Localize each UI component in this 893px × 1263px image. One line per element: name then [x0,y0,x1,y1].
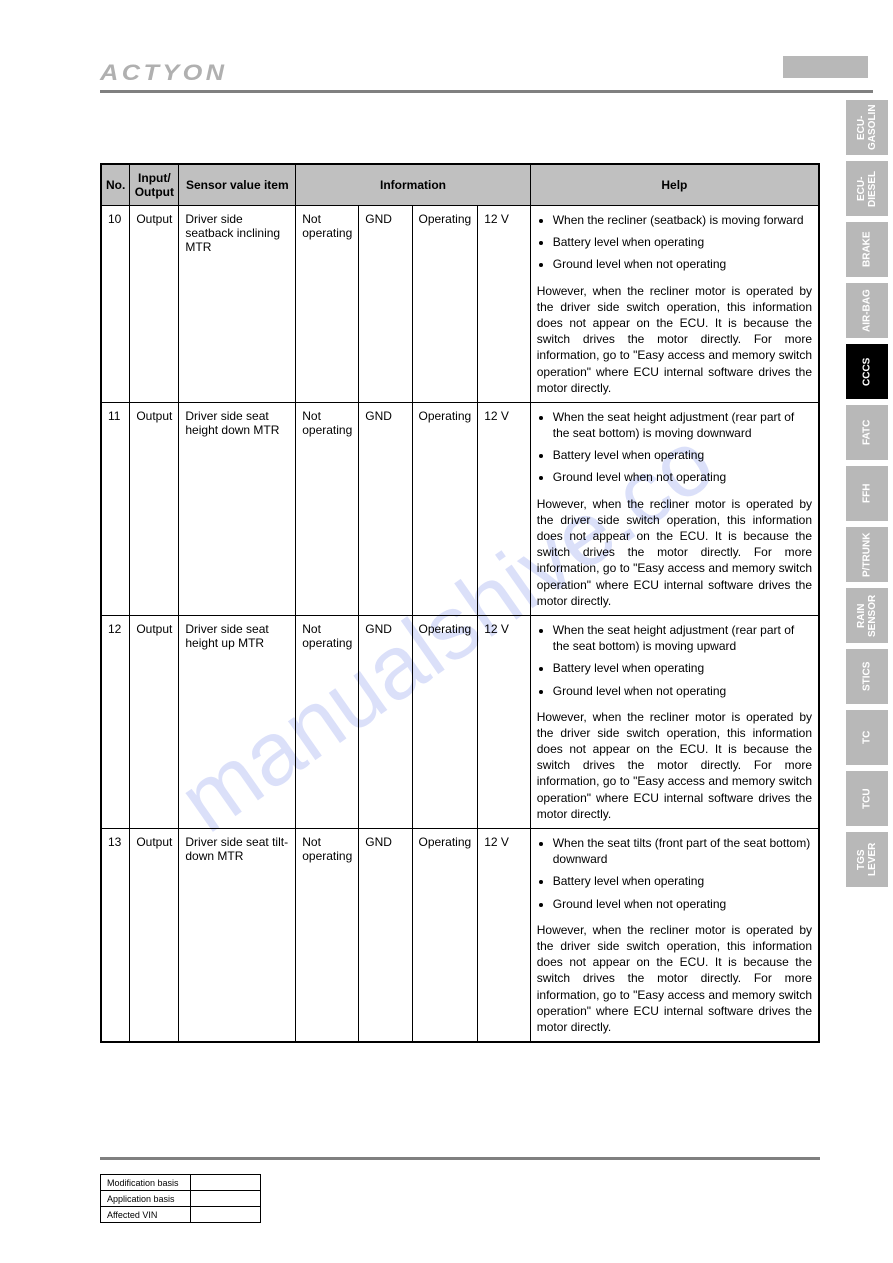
footer-value [191,1191,261,1207]
help-paragraph: However, when the recliner motor is oper… [537,496,812,609]
cell-info: Not operating [296,615,359,828]
side-tab[interactable]: BRAKE [846,222,888,277]
cell-info: GND [359,615,412,828]
table-row: 11OutputDriver side seat height down MTR… [101,402,819,615]
help-bullet: When the seat height adjustment (rear pa… [553,622,812,654]
header-help: Help [530,164,819,206]
table-row: 10OutputDriver side seatback inclining M… [101,206,819,403]
side-tab[interactable]: ECU- GASOLIN [846,100,888,155]
cell-no: 12 [101,615,130,828]
cell-help: When the seat height adjustment (rear pa… [530,402,819,615]
brand-logo: ACTYON [100,60,893,86]
help-bullet: Ground level when not operating [553,469,812,485]
help-bullet: Battery level when operating [553,447,812,463]
help-paragraph: However, when the recliner motor is oper… [537,709,812,822]
cell-info: 12 V [478,829,531,1043]
header-divider [100,90,873,93]
side-tab[interactable]: TGS LEVER [846,832,888,887]
side-tab[interactable]: FFH [846,466,888,521]
cell-info: Not operating [296,206,359,403]
cell-info: 12 V [478,615,531,828]
cell-no: 11 [101,402,130,615]
cell-io: Output [130,829,179,1043]
side-tab[interactable]: RAIN SENSOR [846,588,888,643]
header-information: Information [296,164,531,206]
side-tab[interactable]: STICS [846,649,888,704]
cell-info: Not operating [296,829,359,1043]
cell-info: Operating [412,615,478,828]
footer-row: Application basis [101,1191,261,1207]
header-no: No. [101,164,130,206]
table-row: 13OutputDriver side seat tilt-down MTRNo… [101,829,819,1043]
side-tabs-container: ECU- GASOLIN ECU- DIESEL BRAKE AIR-BAG CCCS F… [846,100,888,887]
help-bullet: When the seat height adjustment (rear pa… [553,409,812,441]
side-tab[interactable]: P/TRUNK [846,527,888,582]
footer-table: Modification basisApplication basisAffec… [100,1174,261,1223]
side-tab[interactable]: AIR-BAG [846,283,888,338]
help-bullet: Battery level when operating [553,873,812,889]
help-bullet: When the seat tilts (front part of the s… [553,835,812,867]
help-paragraph: However, when the recliner motor is oper… [537,922,812,1035]
page-content: ACTYON No. Input/ Output Sensor value it… [0,0,893,1063]
table-row: 12OutputDriver side seat height up MTRNo… [101,615,819,828]
footer-label: Application basis [101,1191,191,1207]
header-sensor: Sensor value item [179,164,296,206]
footer-label: Modification basis [101,1175,191,1191]
cell-no: 10 [101,206,130,403]
help-bullet: Ground level when not operating [553,683,812,699]
cell-no: 13 [101,829,130,1043]
cell-info: Not operating [296,402,359,615]
cell-info: Operating [412,829,478,1043]
help-bullet: Ground level when not operating [553,896,812,912]
footer-row: Affected VIN [101,1207,261,1223]
cell-io: Output [130,615,179,828]
header-io: Input/ Output [130,164,179,206]
cell-info: 12 V [478,402,531,615]
side-tab[interactable]: TCU [846,771,888,826]
side-tab[interactable]: CCCS [846,344,888,399]
cell-io: Output [130,206,179,403]
cell-sensor: Driver side seat tilt-down MTR [179,829,296,1043]
help-paragraph: However, when the recliner motor is oper… [537,283,812,396]
help-bullet: Ground level when not operating [553,256,812,272]
cell-help: When the recliner (seatback) is moving f… [530,206,819,403]
footer-divider [100,1157,820,1160]
cell-info: GND [359,829,412,1043]
footer-label: Affected VIN [101,1207,191,1223]
cell-info: Operating [412,402,478,615]
header-placeholder-box [783,56,868,78]
help-bullet: Battery level when operating [553,660,812,676]
help-bullet: Battery level when operating [553,234,812,250]
cell-info: GND [359,402,412,615]
footer-value [191,1207,261,1223]
cell-io: Output [130,402,179,615]
cell-sensor: Driver side seat height up MTR [179,615,296,828]
cell-help: When the seat tilts (front part of the s… [530,829,819,1043]
footer-value [191,1175,261,1191]
cell-info: 12 V [478,206,531,403]
cell-sensor: Driver side seatback inclining MTR [179,206,296,403]
footer-row: Modification basis [101,1175,261,1191]
side-tab[interactable]: ECU- DIESEL [846,161,888,216]
help-bullet: When the recliner (seatback) is moving f… [553,212,812,228]
footer-area: Modification basisApplication basisAffec… [100,1157,820,1223]
side-tab[interactable]: FATC [846,405,888,460]
cell-help: When the seat height adjustment (rear pa… [530,615,819,828]
sensor-value-table: No. Input/ Output Sensor value item Info… [100,163,820,1043]
side-tab[interactable]: TC [846,710,888,765]
cell-info: Operating [412,206,478,403]
cell-sensor: Driver side seat height down MTR [179,402,296,615]
cell-info: GND [359,206,412,403]
